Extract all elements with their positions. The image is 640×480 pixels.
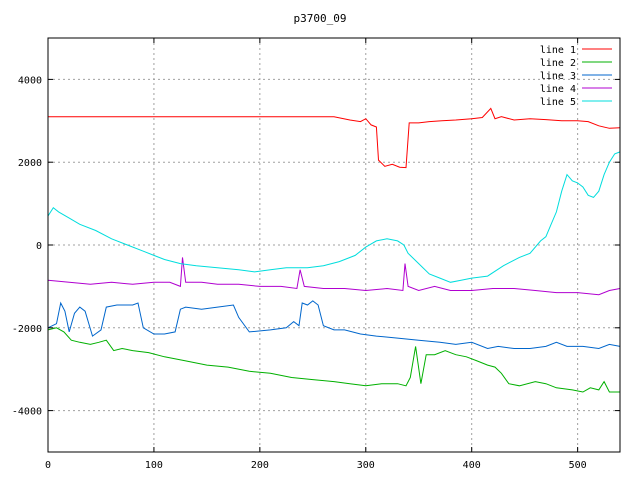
chart-title: p3700_09	[294, 12, 347, 25]
series-line-3	[47, 300, 621, 350]
series-line-2	[47, 327, 620, 393]
grid-lines	[47, 38, 620, 452]
legend-label: line 5	[540, 97, 576, 108]
series-line-1	[48, 107, 621, 169]
x-tick-label: 100	[145, 460, 163, 471]
legend-label: line 2	[540, 58, 576, 69]
x-tick-label: 500	[569, 460, 587, 471]
x-tick-label: 400	[463, 460, 481, 471]
x-tick-label: 200	[251, 460, 269, 471]
y-tick-label: 4000	[18, 75, 42, 86]
series-lines	[47, 107, 621, 393]
y-tick-label: -4000	[12, 407, 42, 418]
legend-label: line 3	[540, 71, 576, 82]
x-tick-label: 300	[357, 460, 375, 471]
legend-label: line 1	[540, 45, 576, 56]
series-line-4	[47, 257, 621, 296]
x-tick-label: 0	[45, 460, 51, 471]
y-tick-label: 0	[36, 241, 42, 252]
y-tick-label: -2000	[12, 324, 42, 335]
legend: line 1 line 2 line 3 line 4 line 5	[540, 45, 612, 108]
y-tick-label: 2000	[18, 158, 42, 169]
series-line-5	[47, 151, 621, 283]
legend-label: line 4	[540, 84, 576, 95]
axis-ticks: -4000 -2000 0 2000 4000 0 100 200 300 400 500	[12, 38, 620, 471]
